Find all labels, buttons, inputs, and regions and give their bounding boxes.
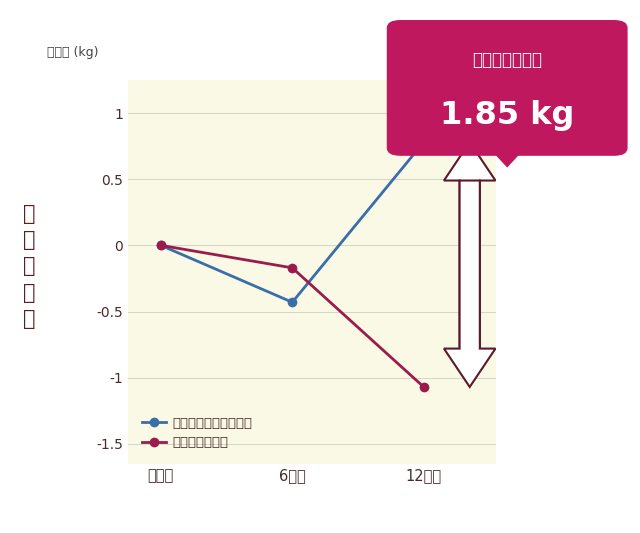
非摂取者（プラセボ） bbox=[289, 299, 296, 305]
Text: 体
重
変
化
量: 体 重 変 化 量 bbox=[22, 204, 35, 329]
Text: プラセボとの差: プラセボとの差 bbox=[472, 52, 542, 69]
Line: エラグ酸摂取者: エラグ酸摂取者 bbox=[156, 240, 429, 392]
Text: 1.85 kg: 1.85 kg bbox=[440, 100, 574, 131]
エラグ酸摂取者 bbox=[289, 265, 296, 271]
Text: 変化量 (kg): 変化量 (kg) bbox=[47, 46, 99, 59]
FancyArrow shape bbox=[444, 181, 495, 387]
Legend: 非摂取者（プラセボ）, エラグ酸摂取者: 非摂取者（プラセボ）, エラグ酸摂取者 bbox=[142, 417, 252, 449]
エラグ酸摂取者 bbox=[420, 384, 428, 390]
Polygon shape bbox=[489, 148, 525, 167]
非摂取者（プラセボ） bbox=[157, 242, 164, 248]
エラグ酸摂取者 bbox=[157, 242, 164, 248]
FancyArrow shape bbox=[444, 142, 495, 349]
FancyBboxPatch shape bbox=[387, 20, 628, 156]
非摂取者（プラセボ） bbox=[420, 139, 428, 146]
Line: 非摂取者（プラセボ）: 非摂取者（プラセボ） bbox=[156, 138, 429, 307]
